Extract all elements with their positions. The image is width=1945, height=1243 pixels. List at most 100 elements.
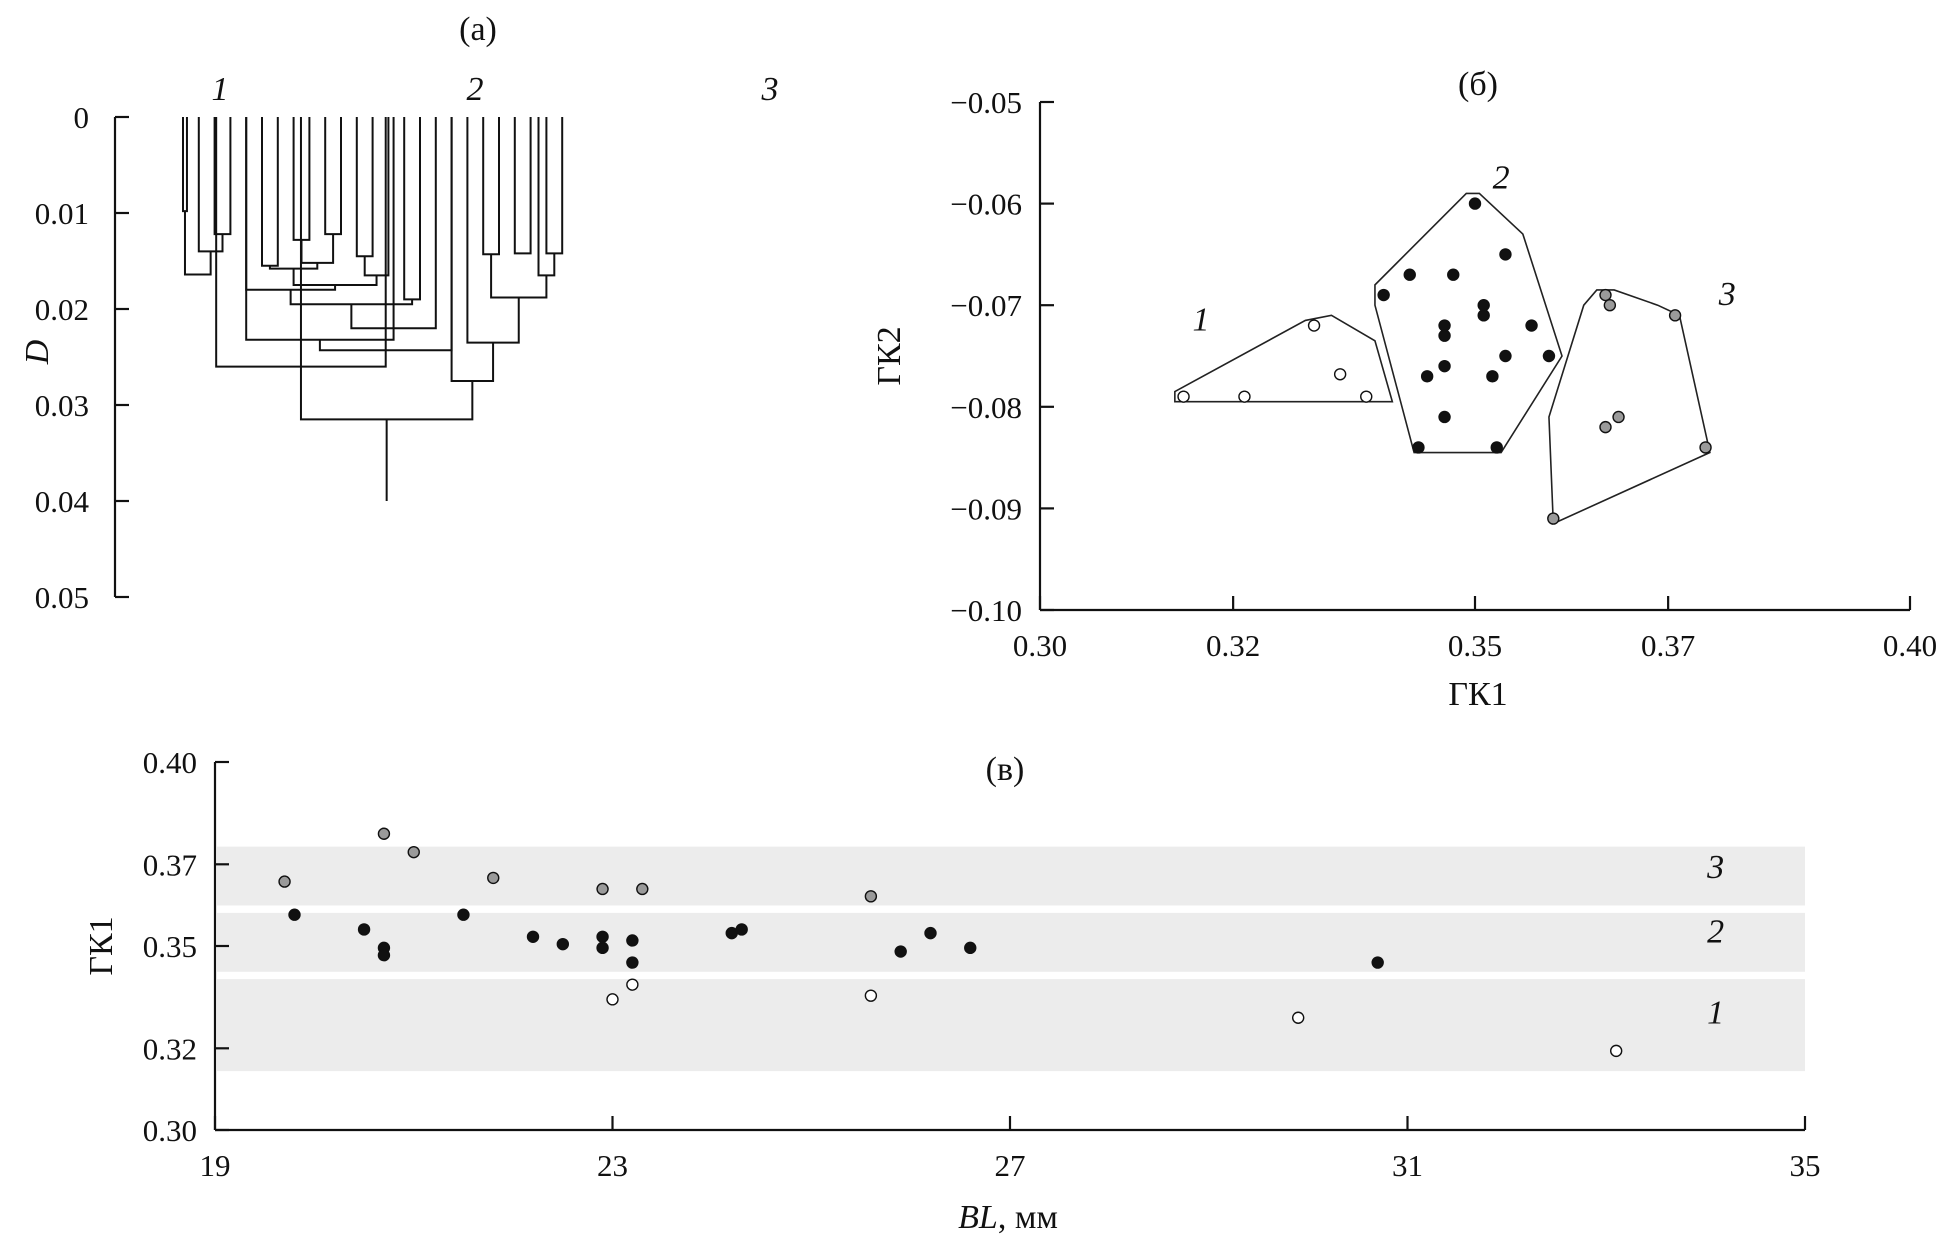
dendrogram-link: [182, 117, 188, 213]
panel-b-point-group-2: [1403, 268, 1416, 281]
panel-v-point-group-3: [487, 871, 500, 885]
panel-b-point-group-3: [1668, 309, 1682, 322]
dendrogram-link: [300, 234, 335, 264]
panel-a-cluster-label: 3: [761, 71, 779, 108]
panel-b-point-group-2: [1412, 441, 1425, 454]
panel-v-xlabel-bl: BL: [958, 1199, 998, 1236]
panel-b-point-group-1: [1238, 390, 1251, 403]
panel-v-point-group-2: [377, 949, 391, 962]
panel-b-hull-group-3: [1548, 289, 1711, 525]
panel-b-point-group-3: [1599, 420, 1612, 434]
panel-v-point-group-3: [596, 882, 609, 896]
dendrogram-link: [482, 117, 500, 256]
panel-v-xlabel: BL, мм: [958, 1199, 1058, 1236]
panel-b-point-group-2: [1438, 319, 1451, 332]
panel-v-point-group-2: [964, 941, 977, 955]
panel-v-xtick-label: 27: [995, 1148, 1026, 1183]
dendrogram-link: [450, 117, 495, 382]
dendrogram-link: [466, 117, 520, 344]
panel-a-ytick-label: 0.03: [35, 388, 89, 423]
panel-v-point-group-1: [1609, 1044, 1623, 1058]
panel-v-point-group-2: [894, 945, 907, 958]
panel-a-ylabel: D: [19, 339, 56, 365]
dendrogram-link: [545, 117, 564, 255]
panel-v-band-label: 3: [1706, 849, 1724, 886]
panel-v-point-group-2: [596, 941, 609, 955]
panel-b-point-group-2: [1542, 349, 1556, 363]
panel-v-band-label: 2: [1707, 913, 1724, 950]
panel-a-ytick-label: 0.01: [35, 196, 89, 231]
panel-b-title: (б): [1458, 66, 1498, 103]
dendrogram-link: [324, 117, 342, 236]
panel-b-point-group-2: [1438, 329, 1451, 342]
panel-a-ytick-label: 0.02: [35, 292, 89, 327]
dendrogram-link: [355, 117, 374, 258]
panel-a-cluster-label: 2: [467, 71, 484, 108]
panel-v-ytick-label: 0.32: [143, 1031, 197, 1066]
panel-b-point-group-1: [1360, 390, 1373, 403]
panel-b-point-group-2: [1377, 288, 1390, 302]
panel-v-point-group-3: [278, 875, 291, 888]
panel-v-xtick-label: 19: [200, 1148, 231, 1183]
panel-v-band-1: [217, 979, 1805, 1072]
panel-v-point-group-3: [864, 890, 878, 903]
panel-v-point-group-1: [1291, 1011, 1305, 1024]
panel-b-point-group-1: [1307, 319, 1321, 332]
panel-a-ytick-label: 0.04: [35, 484, 90, 519]
panel-v-xtick-label: 35: [1790, 1148, 1821, 1183]
panel-b-ytick-label: −0.06: [950, 187, 1022, 222]
panel-v-ylabel: ГК1: [83, 916, 120, 975]
panel-v-xtick-label: 23: [597, 1148, 628, 1183]
panel-b-xtick-label: 0.32: [1206, 628, 1260, 663]
panel-v-point-group-2: [457, 908, 470, 921]
panel-b-ytick-label: −0.08: [950, 390, 1022, 425]
panel-v-band-2: [217, 912, 1805, 972]
panel-v-point-group-2: [526, 930, 540, 943]
panel-b-point-group-2: [1468, 197, 1482, 210]
panel-a-ytick-label: 0: [74, 100, 90, 135]
panel-b-point-group-1: [1177, 390, 1190, 403]
panel-v-point-group-2: [924, 926, 937, 940]
dendrogram-link: [403, 117, 421, 301]
dendrogram-link: [245, 117, 395, 341]
dendrogram-link: [197, 117, 224, 253]
panel-v-point-group-2: [288, 908, 301, 921]
panel-v-ytick-label: 0.35: [143, 929, 197, 964]
panel-b-point-group-2: [1477, 299, 1490, 312]
panel-v-point-group-1: [864, 989, 878, 1002]
panel-b-xtick-label: 0.37: [1641, 628, 1695, 663]
panel-v-point-group-2: [556, 937, 570, 951]
panel-v-xtick-label: 31: [1392, 1148, 1423, 1183]
panel-v-point-group-2: [626, 934, 639, 947]
panel-b-hull-group-2: [1374, 192, 1563, 454]
dendrogram-link: [513, 117, 532, 255]
panel-b-point-group-2: [1447, 268, 1460, 281]
panel-b-point-group-3: [1547, 512, 1560, 525]
panel-b-point-group-3: [1612, 410, 1625, 424]
panel-b-point-group-3: [1603, 299, 1617, 312]
panel-b-group-label: 2: [1493, 159, 1510, 196]
panel-a-title: (а): [459, 11, 497, 48]
panel-b-group-label: 1: [1192, 302, 1209, 339]
panel-b-point-group-2: [1477, 309, 1490, 322]
panel-b-point-group-2: [1438, 359, 1451, 373]
dendrogram-link: [183, 211, 212, 276]
panel-b-point-group-2: [1490, 441, 1503, 454]
panel-a-cluster-label: 1: [212, 71, 229, 108]
panel-v-point-group-3: [377, 827, 391, 840]
panel-v-band-3: [217, 846, 1805, 906]
panel-v-point-group-1: [626, 978, 639, 991]
panel-a-ytick-label: 0.05: [35, 580, 89, 615]
panel-b-ytick-label: −0.05: [950, 85, 1022, 120]
panel-b-ytick-label: −0.10: [950, 593, 1022, 628]
panel-b-point-group-2: [1499, 349, 1512, 363]
panel-v-point-group-1: [606, 993, 619, 1006]
panel-b-xtick-label: 0.30: [1013, 628, 1067, 663]
panel-b-point-group-3: [1699, 441, 1712, 454]
panel-b-point-group-1: [1333, 368, 1347, 381]
dendrogram-link: [261, 117, 279, 267]
panel-b-point-group-2: [1499, 248, 1512, 261]
panel-v-point-group-2: [596, 930, 609, 943]
panel-v-point-group-2: [1371, 956, 1384, 969]
